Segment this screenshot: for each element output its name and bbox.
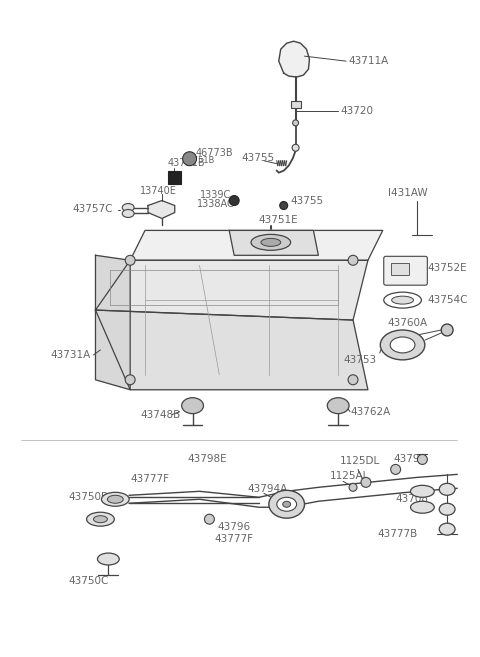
Text: 43755: 43755 [241,152,274,163]
Text: 43731A: 43731A [51,350,91,360]
Text: 43757C: 43757C [72,204,113,214]
Circle shape [391,464,401,474]
Text: 1125DL: 1125DL [340,457,381,466]
Text: 43760A: 43760A [388,318,428,328]
Ellipse shape [384,292,421,308]
Text: 43708: 43708 [396,494,429,505]
Ellipse shape [390,337,415,353]
Text: 43796: 43796 [394,455,427,464]
Circle shape [204,514,215,524]
Text: 13740E: 13740E [140,185,177,196]
Ellipse shape [439,484,455,495]
Text: 43751B: 43751B [183,156,215,165]
Text: 43750B: 43750B [69,492,109,503]
Text: I431AW: I431AW [388,188,427,198]
Polygon shape [279,41,310,77]
Text: 43753: 43753 [343,355,376,365]
Ellipse shape [392,296,413,304]
Text: 43762A: 43762A [350,407,390,417]
Ellipse shape [101,492,129,507]
Polygon shape [148,200,175,219]
Text: 46773B: 46773B [195,148,233,158]
Bar [168,171,180,183]
Ellipse shape [269,490,304,518]
Ellipse shape [181,397,204,414]
Text: 43720: 43720 [340,106,373,116]
Circle shape [292,145,299,151]
FancyBboxPatch shape [384,256,427,285]
Bar [290,101,300,108]
Circle shape [229,196,239,206]
Text: 43777F: 43777F [215,534,253,544]
Ellipse shape [439,503,455,515]
Ellipse shape [410,501,434,513]
Circle shape [348,374,358,385]
Circle shape [280,202,288,210]
Text: 43777F: 43777F [130,474,169,484]
Ellipse shape [277,497,297,511]
Text: 43796: 43796 [217,522,251,532]
Circle shape [125,256,135,265]
Ellipse shape [283,501,290,507]
Circle shape [418,455,427,464]
Text: 43750C: 43750C [69,576,109,586]
Text: 43751E: 43751E [259,215,299,225]
Polygon shape [130,231,383,260]
Text: 1125AL: 1125AL [330,471,370,482]
Ellipse shape [410,486,434,497]
Bar [391,263,408,275]
Text: 1339C: 1339C [200,190,231,200]
Polygon shape [229,231,318,256]
Polygon shape [96,256,130,390]
Text: 43755: 43755 [290,196,324,206]
Ellipse shape [97,553,119,565]
Text: 1338AC: 1338AC [196,198,234,208]
Ellipse shape [122,204,134,212]
Text: 43752E: 43752E [427,263,467,273]
Ellipse shape [327,397,349,414]
Text: 43748B: 43748B [140,409,180,420]
Text: 43777B: 43777B [378,529,418,539]
Text: 43798E: 43798E [188,455,227,464]
Ellipse shape [261,238,281,246]
Ellipse shape [380,330,425,360]
Ellipse shape [251,235,290,250]
Text: 43794A: 43794A [247,484,288,494]
Text: 43711A: 43711A [348,56,388,66]
Ellipse shape [94,516,108,523]
Circle shape [293,120,299,126]
Circle shape [361,478,371,487]
Polygon shape [96,310,368,390]
Ellipse shape [108,495,123,503]
Text: 43754C: 43754C [427,295,468,305]
Ellipse shape [439,523,455,535]
Circle shape [125,374,135,385]
Polygon shape [96,260,368,320]
Circle shape [183,152,196,166]
Circle shape [441,324,453,336]
Circle shape [348,256,358,265]
Ellipse shape [86,512,114,526]
Circle shape [349,484,357,491]
Ellipse shape [122,210,134,217]
Text: 43751B: 43751B [168,158,205,168]
